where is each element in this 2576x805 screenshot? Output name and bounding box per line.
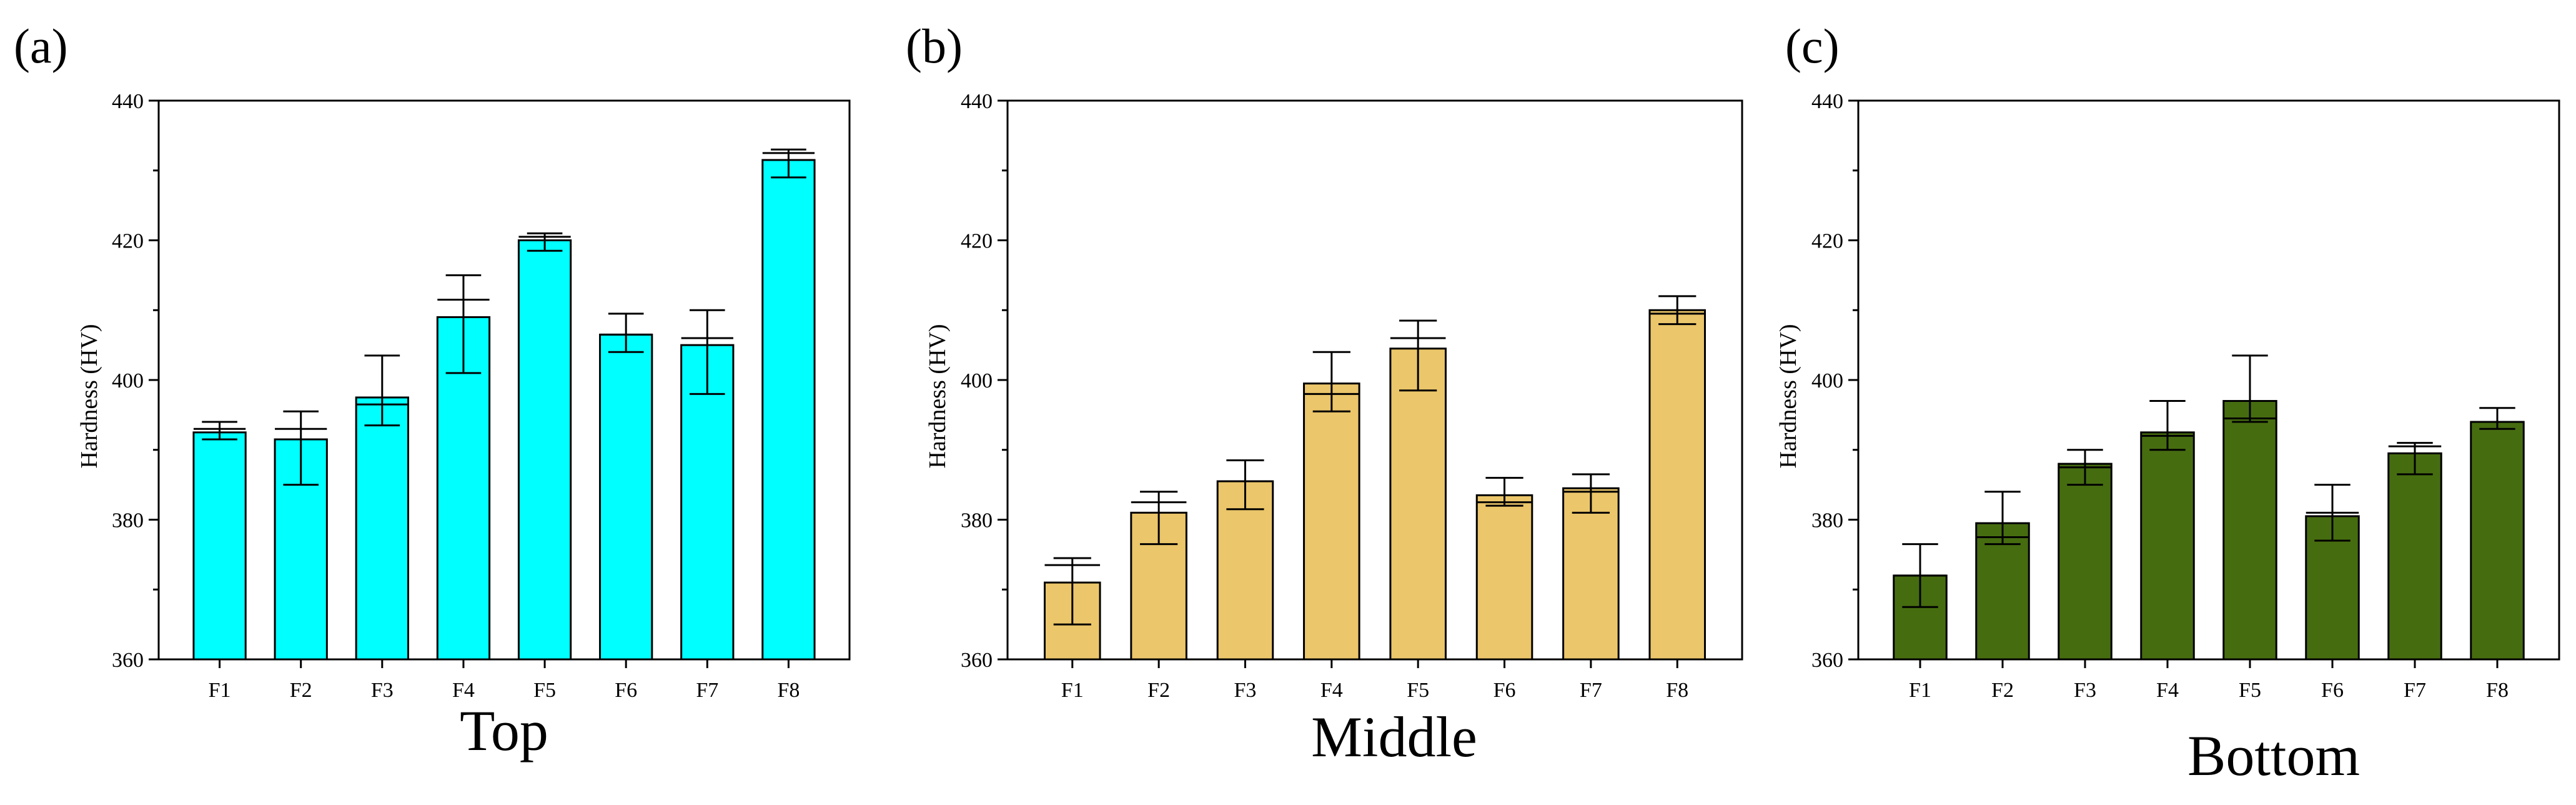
x-tick-label: F2: [1147, 679, 1170, 702]
error-bar-f6: [600, 312, 652, 353]
panel-title-top: Top: [460, 699, 548, 762]
x-tick-label: F1: [1061, 679, 1084, 702]
error-bar-f8: [2470, 407, 2524, 430]
x-tick-label: F5: [533, 679, 556, 702]
error-bar-f6: [2306, 484, 2359, 542]
x-tick-label: F2: [1991, 679, 2014, 702]
error-bar-f8: [1649, 295, 1705, 326]
error-bar-f2: [1976, 491, 2029, 546]
bar-f8: [1648, 309, 1707, 661]
bar-f3: [355, 396, 409, 661]
y-tick-label: 400: [1811, 369, 1843, 392]
panel-title-middle: Middle: [1311, 705, 1477, 769]
error-bar-f6: [1477, 476, 1532, 507]
error-bar-f7: [681, 309, 733, 395]
y-axis-label: Hardness (HV): [76, 324, 102, 468]
y-tick-label: 440: [1811, 90, 1843, 113]
bar-f5: [517, 239, 572, 661]
y-axis-label: Hardness (HV): [924, 324, 951, 468]
y-tick-label: 420: [1811, 230, 1843, 253]
error-bar-f7: [2388, 442, 2442, 476]
plot-frame: [157, 99, 851, 661]
x-tick-label: F4: [452, 679, 475, 702]
y-tick-label: 400: [112, 369, 144, 392]
x-tick-label: F7: [1580, 679, 1602, 702]
y-tick-label: 380: [112, 509, 144, 532]
bar-f7: [680, 344, 735, 661]
error-bar-f2: [275, 410, 327, 486]
bar-f1: [192, 431, 247, 661]
x-tick-label: F5: [2239, 679, 2261, 702]
bar-f3: [2058, 462, 2113, 661]
error-bar-f4: [437, 274, 490, 374]
bar-f4: [1303, 382, 1360, 661]
y-tick-label: 360: [112, 649, 144, 672]
x-tick-label: F4: [2156, 679, 2179, 702]
error-bar-f4: [1304, 351, 1360, 412]
panel-top: (a) Top Hardness (HV) F1 F2 F3 F4 F5 F6 F7 F8 36…: [14, 19, 851, 762]
y-tick-label: 440: [112, 90, 144, 113]
bar-f7: [2387, 452, 2442, 661]
y-tick-label: 380: [1811, 509, 1843, 532]
error-bar-f4: [2141, 400, 2194, 451]
x-tick-label: F1: [209, 679, 231, 702]
x-tick-label: F3: [2074, 679, 2096, 702]
panel-label-c: (c): [1785, 19, 1840, 73]
y-tick-label: 400: [961, 369, 993, 392]
x-tick-label: F4: [1320, 679, 1343, 702]
x-tick-label: F6: [1494, 679, 1516, 702]
x-tick-label: F8: [2486, 679, 2509, 702]
plot-frame: [1006, 99, 1743, 661]
y-tick-label: 380: [961, 509, 993, 532]
bar-f8: [2470, 421, 2525, 661]
error-bar-f5: [1390, 319, 1446, 392]
x-tick-label: F3: [371, 679, 394, 702]
y-tick-label: 420: [112, 230, 144, 253]
error-bar-f2: [1131, 491, 1187, 546]
y-tick-label: 440: [961, 90, 993, 113]
bar-f6: [1475, 494, 1533, 661]
error-bar-f3: [1217, 459, 1273, 511]
plot-frame: [1857, 99, 2560, 661]
panel-label-b: (b): [906, 19, 963, 73]
bar-f4: [436, 316, 491, 661]
x-tick-label: F5: [1407, 679, 1429, 702]
error-bar-f1: [1044, 557, 1101, 626]
y-axis-label: Hardness (HV): [1775, 324, 1801, 468]
x-tick-label: F6: [615, 679, 637, 702]
bar-f7: [1562, 487, 1620, 661]
error-bar-f3: [356, 354, 409, 427]
x-tick-label: F8: [1666, 679, 1688, 702]
bar-f4: [2140, 431, 2195, 661]
x-tick-label: F3: [1234, 679, 1257, 702]
x-tick-label: F7: [2404, 679, 2426, 702]
bar-f6: [599, 333, 653, 661]
panel-middle: (b) Middle Hardness (HV) F1 F2 F3 F4 F5 F6 F7 F…: [906, 19, 1743, 769]
y-tick-label: 360: [961, 649, 993, 672]
error-bar-f1: [1893, 543, 1947, 608]
x-tick-label: F1: [1909, 679, 1931, 702]
x-tick-label: F7: [696, 679, 718, 702]
error-bar-f8: [762, 148, 815, 179]
bar-f8: [761, 159, 816, 661]
y-tick-label: 420: [961, 230, 993, 253]
x-tick-label: F8: [777, 679, 800, 702]
error-bar-f3: [2058, 449, 2112, 486]
error-bar-f5: [2223, 354, 2277, 423]
bar-f5: [1389, 348, 1447, 661]
bar-f5: [2222, 400, 2277, 661]
error-bar-f7: [1563, 473, 1619, 514]
error-bar-f5: [518, 232, 571, 252]
x-tick-label: F2: [290, 679, 312, 702]
error-bar-f1: [193, 421, 246, 441]
panel-label-a: (a): [14, 19, 68, 73]
panel-bottom: (c) Bottom Hardness (HV) F1 F2 F3 F4 F5 F6 F7 F…: [1775, 19, 2560, 788]
y-tick-label: 360: [1811, 649, 1843, 672]
panel-title-bottom: Bottom: [2187, 724, 2360, 788]
bar-f3: [1216, 480, 1274, 661]
x-tick-label: F6: [2321, 679, 2344, 702]
